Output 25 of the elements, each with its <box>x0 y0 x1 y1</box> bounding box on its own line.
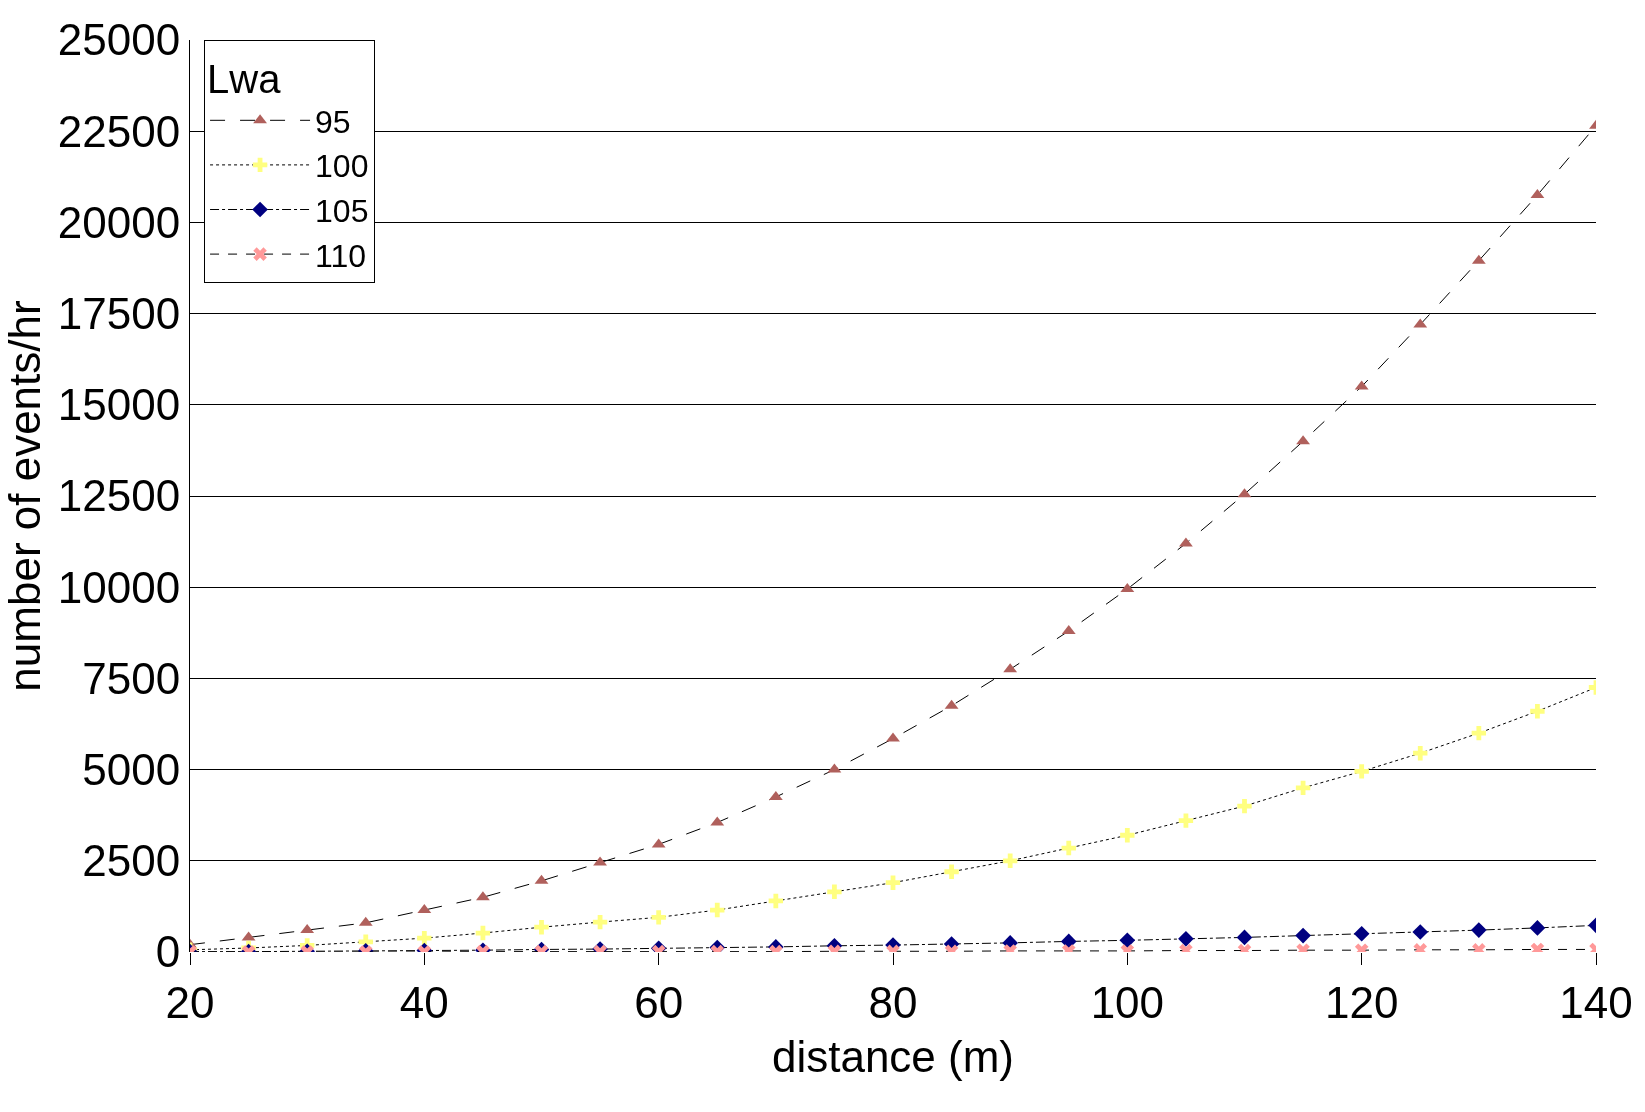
legend-title: Lwa <box>207 57 282 101</box>
y-tick-label: 0 <box>155 927 181 977</box>
y-tick-label: 22500 <box>57 106 181 156</box>
x-tick-label: 120 <box>1324 977 1399 1027</box>
legend-label: 100 <box>315 148 369 185</box>
x-tick-label: 20 <box>165 977 215 1027</box>
y-tick-label: 2500 <box>82 836 181 886</box>
y-tick-label: 5000 <box>82 745 181 794</box>
y-tick-label: 20000 <box>57 197 181 247</box>
x-tick-label: 100 <box>1090 977 1165 1027</box>
x-tick-label: 80 <box>868 977 918 1027</box>
legend-label: 105 <box>315 192 369 229</box>
x-tick-label: 140 <box>1559 977 1633 1027</box>
y-axis-title: number of events/hr <box>0 300 49 692</box>
x-axis-title: distance (m) <box>771 1032 1015 1082</box>
y-tick-label: 17500 <box>57 289 181 338</box>
y-tick-label: 12500 <box>57 471 181 521</box>
x-tick-label: 40 <box>399 977 449 1027</box>
x-tick-label: 60 <box>634 977 684 1027</box>
y-tick-label: 15000 <box>57 380 181 430</box>
legend-label: 110 <box>315 237 367 274</box>
y-tick-label: 7500 <box>82 653 181 703</box>
legend-label: 95 <box>315 103 351 140</box>
y-tick-label: 25000 <box>57 15 181 65</box>
y-tick-label: 10000 <box>57 562 181 612</box>
